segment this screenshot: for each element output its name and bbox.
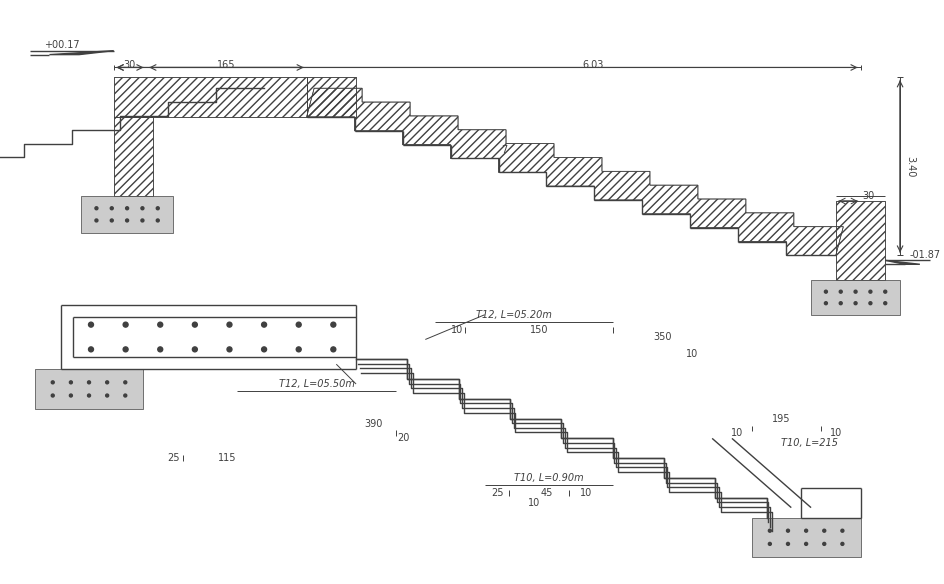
Text: 10: 10 [581, 488, 593, 498]
Circle shape [884, 290, 886, 293]
Circle shape [70, 381, 73, 384]
Circle shape [786, 529, 789, 532]
Circle shape [193, 347, 197, 352]
Circle shape [124, 381, 126, 384]
Text: 165: 165 [217, 60, 236, 69]
Circle shape [261, 322, 266, 327]
Polygon shape [751, 517, 861, 557]
Circle shape [824, 302, 827, 305]
Circle shape [884, 302, 886, 305]
Text: T12, L=05.20m: T12, L=05.20m [477, 310, 552, 320]
Text: 115: 115 [218, 453, 237, 463]
Circle shape [768, 529, 771, 532]
Circle shape [841, 543, 844, 545]
Circle shape [88, 381, 91, 384]
Text: 10: 10 [528, 498, 540, 507]
Text: T10, L=0.90m: T10, L=0.90m [514, 473, 583, 483]
Circle shape [227, 347, 232, 352]
Circle shape [89, 322, 93, 327]
Text: 3.40: 3.40 [905, 156, 915, 177]
Circle shape [193, 322, 197, 327]
Circle shape [854, 290, 857, 293]
Circle shape [157, 219, 160, 222]
Circle shape [51, 381, 54, 384]
Circle shape [95, 219, 98, 222]
Circle shape [110, 219, 113, 222]
Circle shape [124, 394, 126, 397]
Text: 390: 390 [364, 419, 383, 429]
Circle shape [89, 347, 93, 352]
Circle shape [106, 381, 109, 384]
Text: 30: 30 [863, 191, 875, 201]
Circle shape [123, 347, 128, 352]
Circle shape [141, 207, 143, 210]
Text: 195: 195 [772, 413, 791, 423]
Text: 45: 45 [541, 488, 553, 498]
Circle shape [330, 347, 336, 352]
Circle shape [227, 322, 232, 327]
Circle shape [123, 322, 128, 327]
Circle shape [158, 322, 162, 327]
Circle shape [110, 207, 113, 210]
Circle shape [868, 302, 872, 305]
Circle shape [88, 394, 91, 397]
Circle shape [804, 543, 808, 545]
Text: 6.03: 6.03 [582, 60, 604, 69]
Text: +00.17: +00.17 [44, 40, 80, 50]
Circle shape [157, 207, 160, 210]
Circle shape [854, 302, 857, 305]
Polygon shape [811, 280, 900, 315]
Text: 7: 7 [501, 145, 508, 155]
Text: 150: 150 [530, 325, 548, 335]
Text: 20: 20 [397, 433, 410, 443]
Circle shape [106, 394, 109, 397]
Text: 10: 10 [830, 429, 842, 439]
Circle shape [786, 543, 789, 545]
Circle shape [95, 207, 98, 210]
Circle shape [839, 302, 842, 305]
Polygon shape [885, 260, 919, 265]
Circle shape [804, 529, 808, 532]
Polygon shape [35, 369, 143, 409]
Circle shape [823, 543, 826, 545]
Circle shape [824, 290, 827, 293]
Text: 10: 10 [686, 349, 699, 359]
Circle shape [839, 290, 842, 293]
Text: T12, L=05.50m: T12, L=05.50m [278, 379, 354, 389]
Circle shape [296, 322, 301, 327]
Circle shape [126, 207, 128, 210]
Circle shape [868, 290, 872, 293]
Polygon shape [49, 51, 113, 55]
Text: 25: 25 [167, 453, 179, 463]
Text: 10: 10 [731, 429, 743, 439]
Text: 30: 30 [124, 60, 136, 69]
Circle shape [126, 219, 128, 222]
Text: 350: 350 [653, 332, 672, 342]
Circle shape [330, 322, 336, 327]
Circle shape [841, 529, 844, 532]
Circle shape [261, 347, 266, 352]
Text: -01.87: -01.87 [910, 251, 941, 260]
Text: 25: 25 [491, 488, 504, 498]
Circle shape [768, 543, 771, 545]
Circle shape [296, 347, 301, 352]
Circle shape [141, 219, 143, 222]
Polygon shape [81, 196, 173, 232]
Text: T10, L=215: T10, L=215 [782, 439, 838, 449]
Circle shape [158, 347, 162, 352]
Circle shape [70, 394, 73, 397]
Circle shape [823, 529, 826, 532]
Text: 10: 10 [451, 325, 464, 335]
Circle shape [51, 394, 54, 397]
